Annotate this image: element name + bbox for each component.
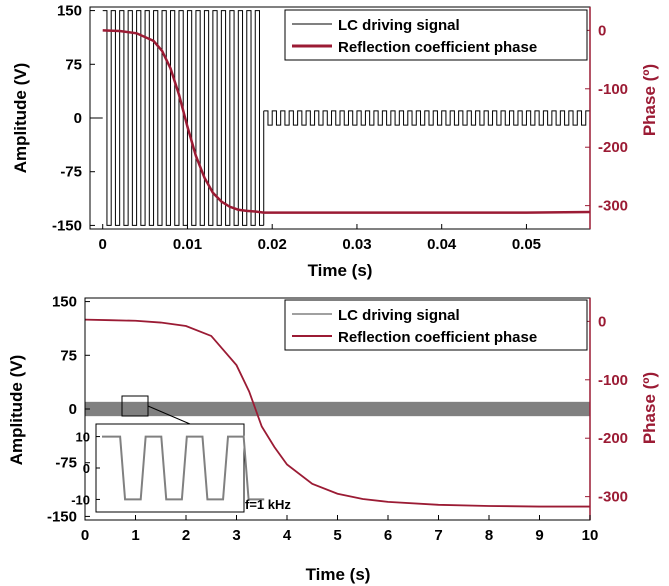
bottom-legend-label-phase: Reflection coefficient phase — [338, 329, 537, 346]
top-x-tick-label: 0.05 — [512, 236, 541, 253]
bottom-x-tick-label: 4 — [283, 527, 292, 544]
top-legend: LC driving signal Reflection coefficient… — [284, 9, 588, 61]
bottom-x-tick-label: 10 — [582, 527, 599, 544]
bottom-x-tick-label: 9 — [535, 527, 543, 544]
top-y2-axis-label: Phase (º) — [640, 64, 659, 136]
bottom-x-tick-label: 2 — [182, 527, 190, 544]
top-signal-segment — [102, 10, 264, 226]
top-x-tick-label: 0.03 — [342, 236, 371, 253]
top-y2-tick-label: -200 — [598, 139, 628, 156]
bottom-phase-line — [84, 318, 590, 508]
bottom-y-tick-label: -75 — [55, 455, 77, 472]
top-legend-box — [284, 9, 588, 61]
top-y-tick-label: 75 — [65, 56, 82, 73]
bottom-y2-axis-label: Phase (º) — [640, 372, 659, 444]
bottom-x-tick-label: 3 — [232, 527, 240, 544]
bottom-y-tick-label: -150 — [47, 508, 77, 525]
top-y-tick-label: 150 — [57, 3, 82, 20]
bottom-legend: LC driving signal Reflection coefficient… — [284, 299, 588, 351]
bottom-signal-band — [85, 401, 590, 417]
top-y-axis-label: Amplitude (V) — [11, 63, 30, 174]
top-y-tick-label: -75 — [60, 164, 82, 181]
bottom-y2-tick-label: -300 — [598, 489, 628, 506]
bottom-chart-marks — [84, 318, 590, 508]
bottom-x-tick-label: 6 — [384, 527, 392, 544]
bottom-y-tick-label: 0 — [69, 401, 77, 418]
top-x-axis-label: Time (s) — [308, 261, 373, 280]
bottom-x-tick-label: 1 — [131, 527, 139, 544]
inset-signal-wave — [102, 435, 265, 501]
top-phase-line — [102, 29, 591, 214]
bottom-y-tick-label: 75 — [60, 347, 77, 364]
top-signal-segment — [263, 110, 590, 126]
bottom-y2-tick-label: -200 — [598, 430, 628, 447]
bottom-y2-tick-label: 0 — [598, 313, 606, 330]
inset-group: 10 0 -10 f=1 kHz — [71, 395, 291, 513]
top-x-tick-label: 0.01 — [173, 236, 202, 253]
bottom-y-axis-label: Amplitude (V) — [7, 355, 26, 466]
top-axis-ticks: 0 0.01 0.02 0.03 0.04 0.05 150 75 0 -75 -150 0 -100 -… — [52, 3, 628, 253]
inset-y-tick-label: -10 — [71, 492, 90, 507]
top-y2-tick-label: 0 — [598, 22, 606, 39]
top-y2-tick-label: -300 — [598, 198, 628, 215]
top-x-tick-label: 0.02 — [258, 236, 287, 253]
bottom-x-tick-label: 5 — [333, 527, 341, 544]
bottom-legend-box — [284, 299, 588, 351]
bottom-y2-tick-label: -100 — [598, 372, 628, 389]
inset-y-tick-label: 0 — [83, 461, 90, 476]
bottom-x-axis-label: Time (s) — [306, 565, 371, 584]
bottom-x-tick-label: 0 — [81, 527, 89, 544]
top-chart-marks — [90, 10, 591, 226]
inset-y-tick-label: 10 — [76, 430, 90, 445]
bottom-y-tick-label: 150 — [52, 294, 77, 311]
bottom-x-tick-label: 8 — [485, 527, 493, 544]
top-chart: 0 0.01 0.02 0.03 0.04 0.05 150 75 0 -75 -150 0 -100 -… — [11, 3, 659, 280]
top-x-tick-label: 0 — [99, 236, 107, 253]
top-legend-label-signal: LC driving signal — [338, 17, 460, 34]
top-x-tick-label: 0.04 — [427, 236, 457, 253]
top-y-tick-label: 0 — [74, 110, 82, 127]
top-y2-tick-label: -100 — [598, 81, 628, 98]
top-legend-label-phase: Reflection coefficient phase — [338, 39, 537, 56]
bottom-legend-label-signal: LC driving signal — [338, 307, 460, 324]
bottom-x-tick-label: 7 — [434, 527, 442, 544]
inset-marks: 10 0 -10 — [71, 430, 265, 507]
top-y-tick-label: -150 — [52, 217, 82, 234]
inset-annotation: f=1 kHz — [245, 497, 291, 512]
